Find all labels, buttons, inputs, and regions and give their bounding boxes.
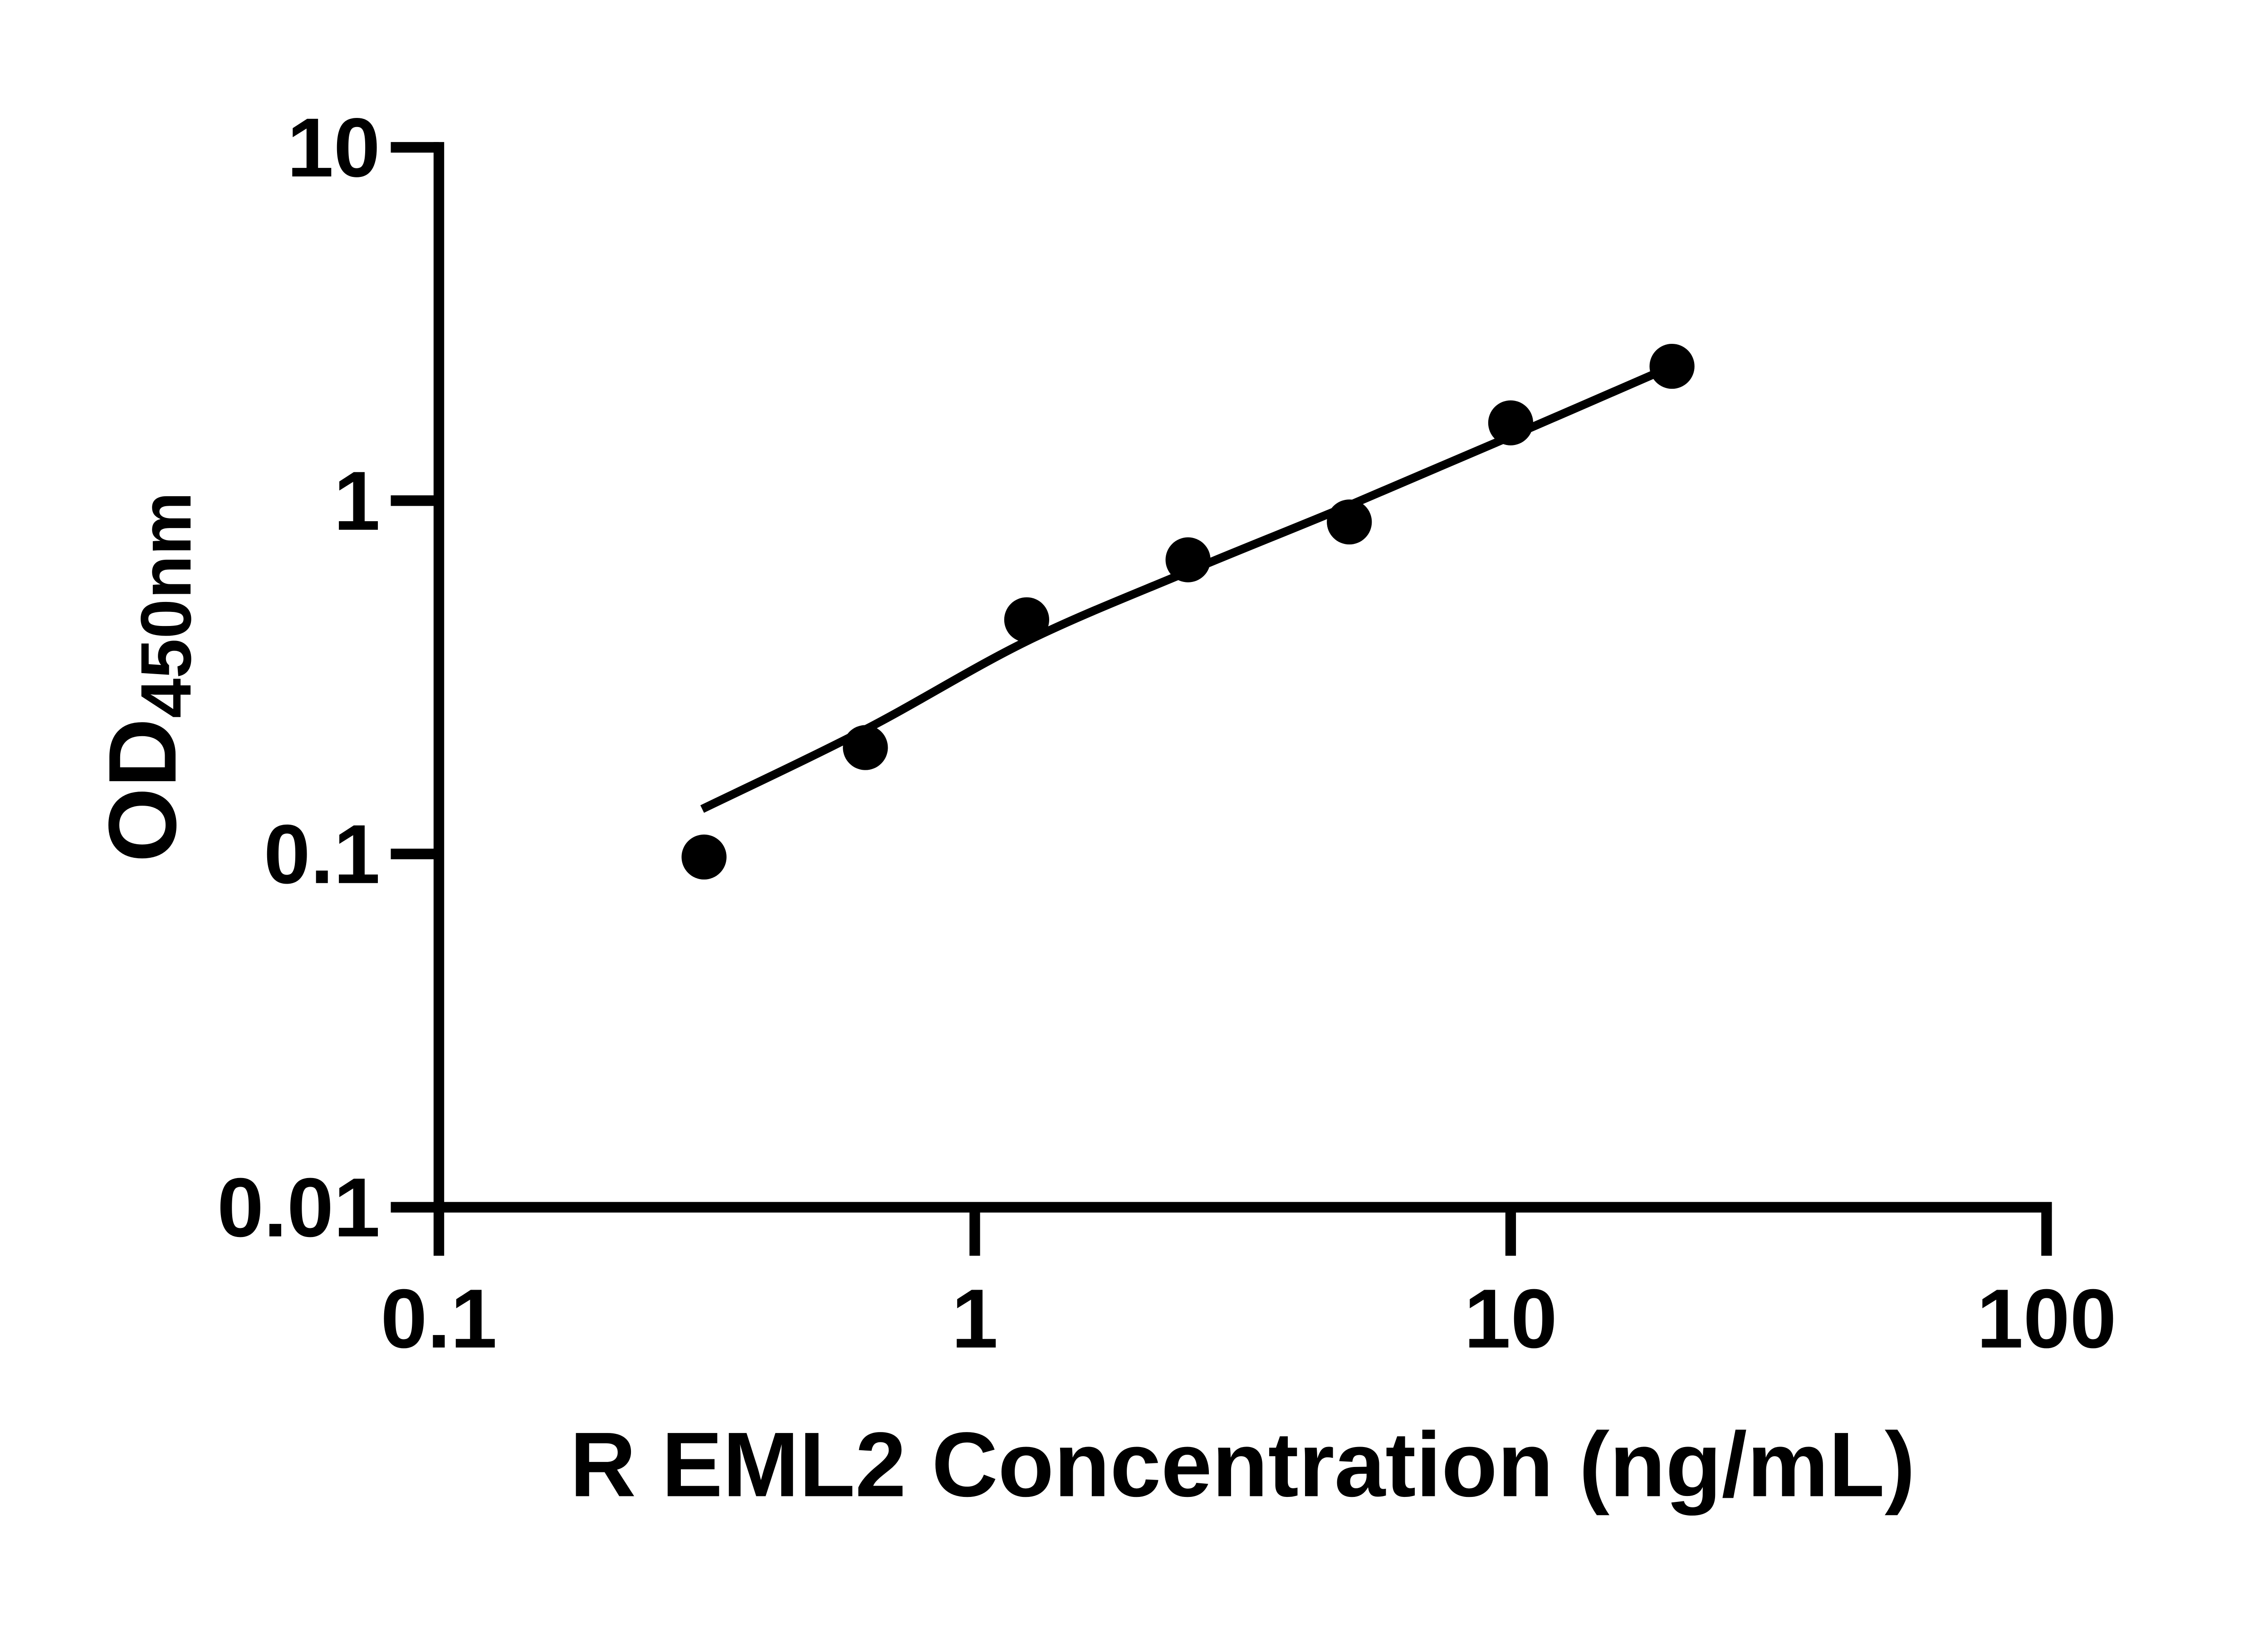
y-axis-title: OD450nm (88, 492, 206, 862)
axes-group (433, 142, 2052, 1213)
chart-background (0, 0, 2268, 1588)
data-point (1327, 499, 1372, 545)
ticks-group (391, 142, 2052, 1256)
y-axis-title-subscript: 450nm (126, 492, 206, 718)
elisa-standard-curve-figure: 10 1 0.1 0.01 0.1 1 10 100 R EML2 Concentration… (0, 0, 2268, 1588)
y-tick-label: 1 (333, 455, 380, 548)
data-point (1649, 343, 1695, 389)
data-point (1488, 400, 1534, 445)
data-point (681, 834, 727, 880)
x-tick-label: 10 (1464, 1272, 1557, 1366)
data-points-group (681, 343, 1695, 880)
x-axis-title: R EML2 Concentration (ng/mL) (570, 1413, 1915, 1516)
x-tick-label: 0.1 (381, 1272, 497, 1366)
data-point (1004, 597, 1050, 642)
y-axis-title-main: OD (88, 718, 196, 862)
data-point (843, 725, 888, 770)
x-tick-label: 1 (952, 1272, 998, 1366)
data-point (1165, 537, 1211, 582)
y-tick-label: 0.01 (217, 1161, 381, 1255)
y-tick-label: 0.1 (264, 808, 380, 901)
x-tick-label: 100 (1977, 1272, 2116, 1366)
y-tick-label: 10 (287, 101, 381, 195)
